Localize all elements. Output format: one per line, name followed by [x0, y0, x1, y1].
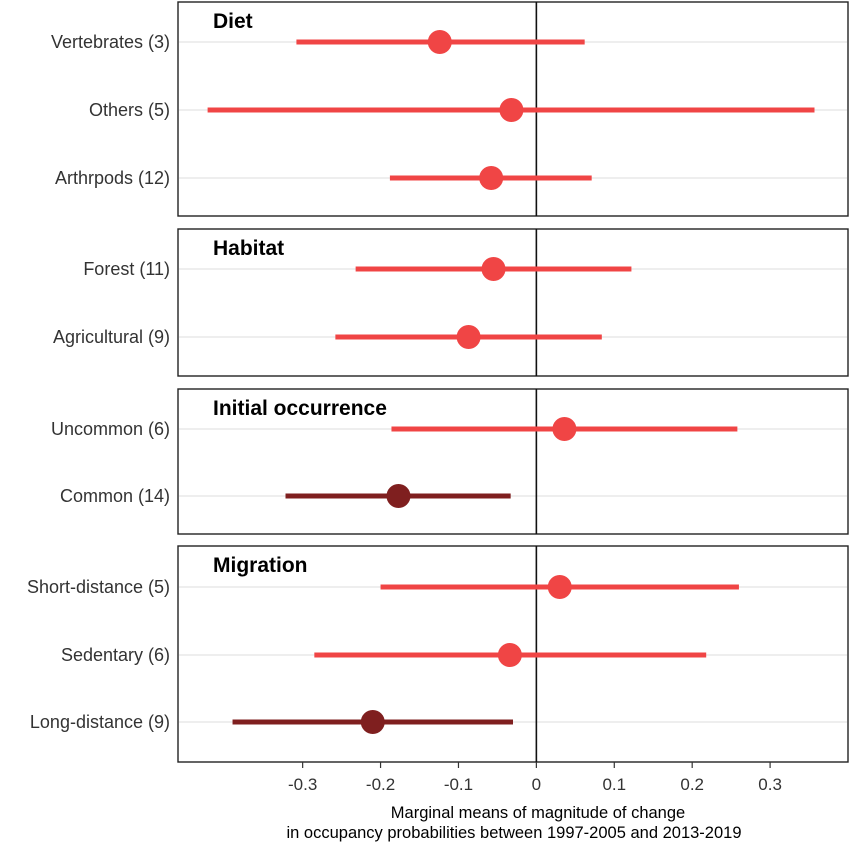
point-estimate: [547, 575, 572, 599]
estimate-row: Uncommon (6): [51, 417, 738, 441]
point-estimate: [360, 710, 385, 734]
estimate-row: Short-distance (5): [27, 575, 739, 599]
point-estimate: [427, 30, 452, 54]
category-label: Agricultural (9): [53, 327, 170, 347]
estimate-row: Arthrpods (12): [55, 166, 592, 190]
estimate-row: Sedentary (6): [61, 643, 707, 667]
estimate-row: Others (5): [89, 98, 815, 122]
estimate-row: Long-distance (9): [30, 710, 513, 734]
panel-habitat: Habitat Forest (11) Agricultural (9): [53, 228, 849, 377]
panels-layer: Diet Vertebrates (3) Others (5) Arthrpods (…: [27, 1, 849, 763]
x-axis: Marginal means of magnitude of change in…: [286, 762, 782, 842]
point-estimate: [386, 484, 411, 508]
point-estimate: [497, 643, 522, 667]
estimate-row: Vertebrates (3): [51, 30, 585, 54]
category-label: Others (5): [89, 100, 170, 120]
category-label: Short-distance (5): [27, 577, 170, 597]
point-estimate: [499, 98, 524, 122]
point-estimate: [456, 325, 481, 349]
panel-title: Habitat: [213, 237, 284, 260]
point-estimate: [481, 257, 506, 281]
category-label: Long-distance (9): [30, 712, 170, 732]
panel-frame: [177, 228, 849, 377]
panel-diet: Diet Vertebrates (3) Others (5) Arthrpods (…: [51, 1, 849, 217]
panel-title: Migration: [213, 554, 308, 577]
panel-title: Initial occurrence: [213, 397, 387, 420]
x-tick-label: -0.1: [444, 775, 473, 794]
x-tick-label: 0.2: [680, 775, 704, 794]
x-axis-title-line-2: in occupancy probabilities between 1997-…: [286, 824, 741, 842]
x-tick-label: 0.1: [602, 775, 626, 794]
point-estimate: [479, 166, 504, 190]
x-tick-label: 0.3: [758, 775, 782, 794]
estimate-row: Forest (11): [83, 257, 632, 281]
category-label: Vertebrates (3): [51, 32, 170, 52]
panel-initial-occurrence: Initial occurrence Uncommon (6) Common (14…: [51, 388, 849, 535]
point-estimate: [552, 417, 577, 441]
x-tick-label: 0: [532, 775, 541, 794]
category-label: Sedentary (6): [61, 645, 170, 665]
x-tick-label: -0.2: [366, 775, 395, 794]
panel-title: Diet: [213, 10, 253, 33]
category-label: Forest (11): [83, 259, 170, 279]
category-label: Uncommon (6): [51, 419, 170, 439]
panel-migration: Migration Short-distance (5) Sedentary (6)…: [27, 545, 849, 763]
estimate-row: Agricultural (9): [53, 325, 602, 349]
category-label: Arthrpods (12): [55, 168, 170, 188]
panel-frame: [177, 388, 849, 535]
x-tick-label: -0.3: [288, 775, 317, 794]
x-axis-title-line-1: Marginal means of magnitude of change: [391, 804, 685, 822]
category-label: Common (14): [60, 486, 170, 506]
estimate-row: Common (14): [60, 484, 511, 508]
